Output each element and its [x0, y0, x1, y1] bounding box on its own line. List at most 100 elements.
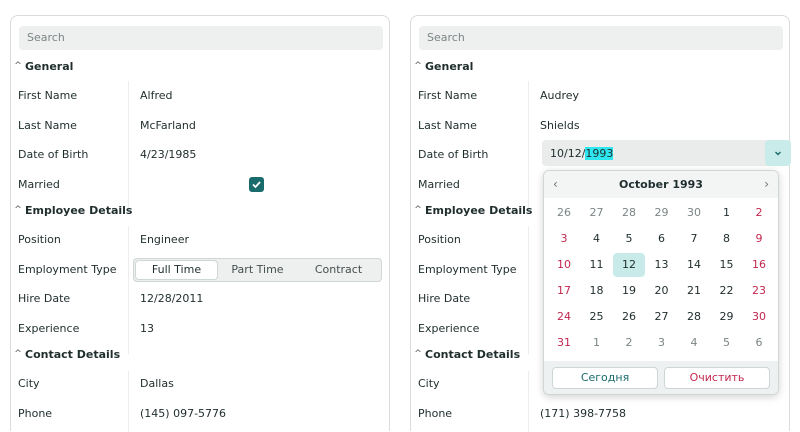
field-value[interactable]: (171) 398-7758 — [540, 407, 627, 420]
calendar-dropdown-button[interactable] — [765, 140, 791, 166]
field-value[interactable]: 4/23/1985 — [140, 148, 197, 161]
calendar-day[interactable]: 28 — [622, 206, 636, 219]
calendar-day[interactable]: 28 — [687, 310, 701, 323]
field-label: First Name — [18, 89, 78, 102]
calendar-grid: 26 27 28 29 30 1 2 3 4 5 6 7 8 9 10 11 12 13 14 15 16 17 18 19 2… — [548, 201, 776, 357]
calendar-week: 10 11 12 13 14 15 16 — [548, 253, 776, 279]
calendar-day[interactable]: 19 — [622, 284, 636, 297]
calendar-day[interactable]: 30 — [752, 310, 766, 323]
group-employee-details[interactable]: ^ Employee Details — [411, 201, 789, 219]
calendar-day[interactable]: 5 — [625, 232, 633, 245]
calendar-day[interactable]: 8 — [723, 232, 730, 245]
group-general[interactable]: ^ General — [11, 57, 389, 75]
calendar-day[interactable]: 18 — [589, 284, 604, 297]
group-contact-details[interactable]: ^ Contact Details — [11, 345, 389, 363]
calendar-day[interactable]: 27 — [589, 206, 604, 219]
calendar-day[interactable]: 29 — [654, 206, 669, 219]
calendar-day[interactable]: 3 — [658, 336, 665, 349]
field-value[interactable]: Shields — [540, 119, 580, 132]
calendar-day[interactable]: 2 — [625, 336, 633, 349]
calendar-day[interactable]: 4 — [593, 232, 600, 245]
calendar-day[interactable]: 16 — [752, 258, 766, 271]
calendar-day[interactable]: 11 — [589, 258, 604, 271]
field-value[interactable]: Dallas — [140, 377, 174, 390]
field-value[interactable]: Audrey — [540, 89, 580, 102]
segment-full-time[interactable]: Full Time — [136, 261, 217, 279]
chevron-left-icon[interactable]: ‹ — [553, 177, 558, 191]
property-grid-left: Search ^ General First Name Alfred Last … — [10, 15, 390, 432]
calendar-day[interactable]: 5 — [723, 336, 730, 349]
row-married: Married — [411, 170, 789, 199]
field-value[interactable]: (145) 097-5776 — [140, 407, 227, 420]
calendar-day[interactable]: 27 — [654, 310, 669, 323]
group-general[interactable]: ^ General — [411, 57, 789, 75]
check-icon — [252, 181, 261, 189]
calendar-day[interactable]: 13 — [654, 258, 669, 271]
chevron-up-icon: ^ — [14, 205, 22, 215]
calendar-day[interactable]: 31 — [557, 336, 571, 349]
field-value[interactable]: 13 — [140, 322, 154, 335]
calendar-day[interactable]: 1 — [593, 336, 600, 349]
row-last-name: Last Name Shields — [411, 111, 789, 140]
calendar-footer: Сегодня Очистить — [544, 361, 778, 394]
calendar-day[interactable]: 26 — [557, 206, 571, 219]
calendar-day-selected[interactable]: 12 — [613, 253, 645, 277]
column-divider — [128, 81, 129, 209]
calendar-day[interactable]: 29 — [719, 310, 734, 323]
row-phone: Phone (171) 398-7758 — [411, 399, 789, 428]
calendar-day[interactable]: 7 — [690, 232, 698, 245]
row-hire-date: Hire Date 12/28/2011 — [11, 284, 389, 313]
segment-part-time[interactable]: Part Time — [231, 263, 284, 276]
group-title: Contact Details — [425, 347, 521, 361]
chevron-up-icon: ^ — [14, 61, 22, 71]
calendar-day[interactable]: 17 — [557, 284, 571, 297]
chevron-up-icon: ^ — [414, 205, 422, 215]
calendar-day[interactable]: 20 — [654, 284, 669, 297]
group-title: General — [25, 59, 74, 73]
today-button[interactable]: Сегодня — [552, 367, 658, 389]
group-employee-details[interactable]: ^ Employee Details — [11, 201, 389, 219]
chevron-right-icon[interactable]: › — [764, 177, 769, 191]
employment-type-segmented: Full Time Part Time Contract — [133, 258, 382, 282]
field-label: Last Name — [418, 119, 477, 132]
row-city: City — [411, 369, 789, 398]
search-input[interactable]: Search — [19, 26, 383, 50]
date-of-birth-input[interactable]: 10/12/1993 — [542, 140, 791, 166]
calendar-day[interactable]: 3 — [560, 232, 568, 245]
field-value[interactable]: McFarland — [140, 119, 196, 132]
row-married: Married — [11, 170, 389, 199]
calendar-day[interactable]: 14 — [687, 258, 701, 271]
search-input[interactable]: Search — [419, 26, 783, 50]
calendar-day[interactable]: 6 — [658, 232, 665, 245]
calendar-week: 3 4 5 6 7 8 9 — [548, 227, 776, 253]
field-value[interactable]: 12/28/2011 — [140, 292, 204, 305]
chevron-up-icon: ^ — [414, 61, 422, 71]
clear-button[interactable]: Очистить — [664, 367, 770, 389]
calendar-day[interactable]: 22 — [719, 284, 734, 297]
row-last-name: Last Name McFarland — [11, 111, 389, 140]
row-experience: Experience — [411, 314, 789, 343]
calendar-day[interactable]: 15 — [719, 258, 734, 271]
group-contact-details[interactable]: ^ Contact Details — [411, 345, 789, 363]
segment-contract[interactable]: Contract — [314, 263, 363, 276]
field-value[interactable]: Engineer — [140, 233, 189, 246]
calendar-day[interactable]: 6 — [755, 336, 763, 349]
group-title: Employee Details — [25, 203, 133, 217]
calendar-day[interactable]: 25 — [589, 310, 604, 323]
married-checkbox[interactable] — [249, 177, 264, 192]
calendar-day[interactable]: 1 — [723, 206, 730, 219]
chevron-up-icon: ^ — [414, 349, 422, 359]
field-label: Last Name — [18, 119, 77, 132]
calendar-day[interactable]: 9 — [755, 232, 763, 245]
calendar-day[interactable]: 26 — [622, 310, 636, 323]
calendar-day[interactable]: 21 — [687, 284, 701, 297]
calendar-title[interactable]: October 1993 — [619, 178, 703, 191]
calendar-day[interactable]: 4 — [690, 336, 698, 349]
row-date-of-birth: Date of Birth 10/12/1993 — [411, 140, 791, 169]
calendar-day[interactable]: 24 — [557, 310, 571, 323]
field-value[interactable]: Alfred — [140, 89, 173, 102]
calendar-day[interactable]: 23 — [752, 284, 766, 297]
calendar-day[interactable]: 30 — [687, 206, 701, 219]
calendar-day[interactable]: 10 — [557, 258, 571, 271]
calendar-day[interactable]: 2 — [755, 206, 763, 219]
